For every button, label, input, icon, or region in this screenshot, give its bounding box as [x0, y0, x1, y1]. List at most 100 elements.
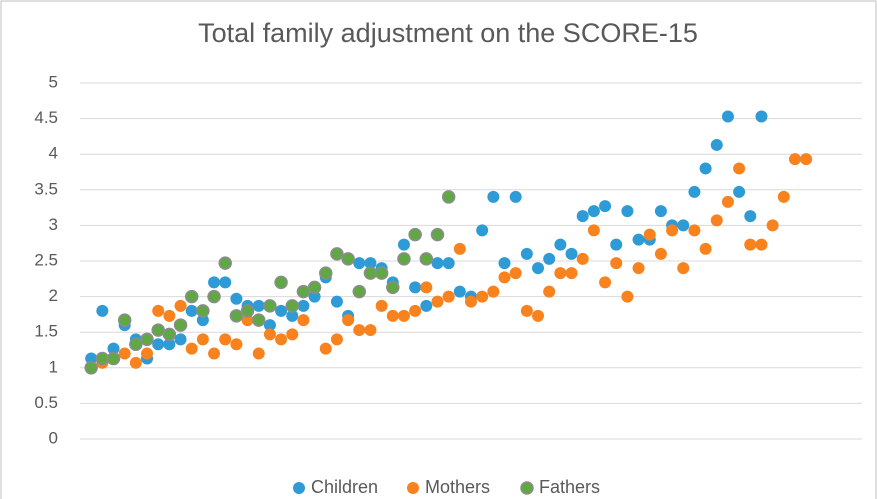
point	[654, 205, 667, 218]
point	[152, 338, 165, 351]
point	[240, 304, 255, 318]
point	[543, 285, 556, 298]
point	[85, 352, 98, 365]
point	[688, 224, 701, 237]
point	[286, 309, 299, 322]
point	[330, 247, 344, 261]
y-tick-label: 1.5	[34, 322, 58, 341]
point	[285, 299, 300, 313]
point	[196, 314, 209, 327]
point	[487, 190, 500, 203]
point	[621, 290, 634, 303]
point	[364, 324, 377, 337]
y-tick-label: 2	[49, 286, 58, 305]
point	[397, 238, 410, 251]
point	[162, 327, 177, 342]
point	[230, 338, 243, 351]
point	[509, 190, 522, 203]
point	[163, 309, 176, 322]
point	[465, 295, 477, 308]
point	[297, 314, 310, 327]
point	[766, 219, 779, 232]
point	[430, 227, 445, 242]
y-tick-label: 0.5	[34, 393, 58, 412]
point	[263, 319, 276, 332]
point	[554, 238, 567, 251]
point	[576, 252, 589, 265]
point	[532, 262, 545, 275]
point	[721, 195, 734, 208]
point	[487, 285, 500, 298]
point	[755, 238, 768, 251]
point	[374, 266, 389, 280]
point	[173, 318, 188, 332]
point	[286, 328, 299, 341]
point	[129, 337, 143, 352]
point	[274, 275, 288, 290]
point	[230, 292, 243, 305]
point	[554, 267, 567, 280]
point	[341, 252, 355, 266]
point	[252, 299, 265, 312]
y-tick-label: 4	[49, 144, 58, 163]
point	[442, 290, 455, 303]
point	[96, 304, 109, 317]
point	[219, 333, 232, 346]
point	[106, 351, 121, 366]
point	[353, 324, 366, 337]
point	[431, 295, 444, 308]
legend-label: Children	[311, 477, 378, 497]
point	[800, 153, 813, 166]
legend-marker	[407, 482, 419, 494]
point	[520, 304, 533, 317]
point	[419, 252, 434, 266]
point	[744, 210, 757, 223]
point	[140, 332, 154, 347]
point	[185, 304, 198, 317]
point	[386, 309, 399, 322]
point	[174, 299, 187, 312]
point	[397, 309, 410, 322]
point	[252, 347, 265, 360]
point	[498, 271, 511, 284]
point	[296, 284, 311, 299]
point	[632, 233, 645, 246]
point	[420, 299, 433, 312]
point	[420, 281, 433, 294]
point	[733, 162, 746, 175]
legend-marker	[520, 481, 534, 495]
point	[587, 224, 600, 237]
point	[699, 162, 712, 175]
point	[319, 266, 333, 280]
point	[207, 289, 221, 304]
point	[677, 219, 690, 232]
point	[375, 299, 388, 312]
point	[509, 267, 522, 280]
point	[409, 304, 422, 317]
point	[95, 351, 110, 366]
marks	[84, 110, 813, 375]
point	[163, 338, 176, 351]
point	[118, 347, 131, 360]
point	[744, 238, 757, 251]
point	[330, 295, 343, 308]
point	[141, 347, 154, 360]
y-tick-label: 5	[49, 72, 58, 91]
point	[275, 333, 288, 346]
point	[543, 252, 556, 265]
y-tick-label: 3	[49, 215, 58, 234]
point	[710, 138, 723, 151]
point	[397, 252, 411, 266]
point	[342, 314, 355, 327]
point	[151, 323, 165, 337]
point	[319, 342, 332, 355]
point	[386, 280, 400, 295]
point	[107, 342, 120, 355]
point	[677, 262, 690, 275]
point	[196, 304, 210, 318]
point	[409, 281, 422, 294]
y-tick-label: 1	[49, 357, 58, 376]
point	[710, 214, 723, 227]
